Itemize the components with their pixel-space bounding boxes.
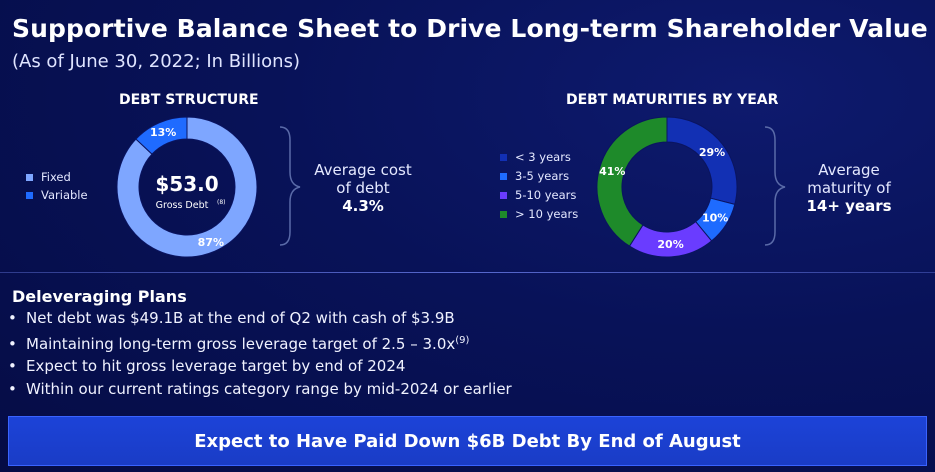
avg-maturity-line2: maturity of <box>807 179 891 197</box>
deleveraging-title: Deleveraging Plans <box>12 287 187 306</box>
paydown-banner: Expect to Have Paid Down $6B Debt By End… <box>8 416 927 466</box>
legend-label-3-5: 3-5 years <box>515 169 570 183</box>
list-item: • Net debt was $49.1B at the end of Q2 wi… <box>8 309 455 327</box>
legend-swatch-gt10 <box>500 210 507 218</box>
legend-label-5-10: 5-10 years <box>515 188 577 202</box>
avg-maturity-note: Average maturity of 14+ years <box>790 161 908 215</box>
avg-cost-line2: of debt <box>336 179 390 197</box>
legend-label-variable: Variable <box>41 188 88 202</box>
list-item: • Expect to hit gross leverage target by … <box>8 357 406 375</box>
maturities-title: DEBT MATURITIES BY YEAR <box>566 92 779 108</box>
legend-swatch-variable <box>26 191 33 199</box>
section-divider <box>0 272 935 273</box>
maturities-label-2: 20% <box>657 238 683 251</box>
legend-5-10: 5-10 years <box>500 188 576 202</box>
debt-structure-donut: 87% 13% <box>116 116 258 258</box>
maturities-label-3: 41% <box>599 165 625 178</box>
legend-lt3: < 3 years <box>500 150 571 164</box>
maturities-label-1: 10% <box>702 212 728 225</box>
list-item: • Maintaining long-term gross leverage ta… <box>8 334 470 353</box>
maturities-slice-0 <box>666 116 738 206</box>
legend-variable: Variable <box>26 188 88 202</box>
legend-gt10: > 10 years <box>500 207 578 221</box>
avg-cost-note: Average cost of debt 4.3% <box>303 161 423 215</box>
maturities-label-0: 29% <box>699 146 725 159</box>
gross-debt-footnote: (8) <box>217 199 226 206</box>
gross-debt-value: $53.0 <box>155 172 218 196</box>
page-title: Supportive Balance Sheet to Drive Long-t… <box>12 14 928 43</box>
deleveraging-list: • Net debt was $49.1B at the end of Q2 wi… <box>8 307 512 400</box>
legend-3-5: 3-5 years <box>500 169 569 183</box>
legend-swatch-fixed <box>26 173 33 181</box>
maturities-slice-3 <box>596 116 668 247</box>
legend-swatch-lt3 <box>500 153 507 161</box>
debt-structure-title: DEBT STRUCTURE <box>119 92 259 108</box>
avg-maturity-line1: Average <box>818 161 880 179</box>
legend-swatch-5-10 <box>500 191 507 199</box>
avg-cost-value: 4.3% <box>342 197 384 215</box>
avg-maturity-value: 14+ years <box>806 197 892 215</box>
bullet-footnote: (9) <box>455 334 470 346</box>
bracket-left <box>279 126 301 246</box>
maturities-donut: 29% 10% 20% 41% <box>596 116 738 258</box>
page-subtitle: (As of June 30, 2022; In Billions) <box>12 51 300 72</box>
legend-label-fixed: Fixed <box>41 170 71 184</box>
legend-label-gt10: > 10 years <box>515 207 579 221</box>
legend-label-lt3: < 3 years <box>515 150 571 164</box>
charts-svg: 87% 13% 29% 10% 20% 41% $53.0 Gross Debt (8) <box>116 116 786 258</box>
debt-structure-label-1: 13% <box>150 126 176 139</box>
list-item: • Within our current ratings category ran… <box>8 379 512 398</box>
legend-fixed: Fixed <box>26 170 71 184</box>
bracket-right <box>764 126 786 246</box>
gross-debt-label: Gross Debt <box>156 200 209 211</box>
debt-structure-slice-1 <box>135 116 188 155</box>
avg-cost-line1: Average cost <box>314 161 412 179</box>
debt-structure-slice-0 <box>116 116 258 258</box>
debt-structure-label-0: 87% <box>198 236 224 249</box>
legend-swatch-3-5 <box>500 172 507 180</box>
